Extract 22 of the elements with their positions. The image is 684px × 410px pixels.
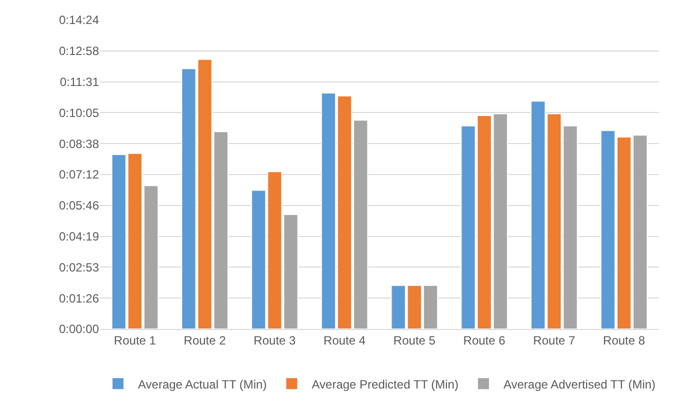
x-tick-label: Route 5 [393, 333, 436, 348]
y-tick-label: 0:05:46 [58, 198, 100, 213]
x-tick-label: Route 4 [324, 333, 366, 348]
y-tick-label: 0:00:00 [58, 322, 100, 336]
x-tick-label: Route 7 [533, 333, 576, 348]
x-tick-label: Route 8 [603, 333, 646, 348]
y-tick-label: 0:11:31 [60, 75, 100, 89]
y-tick-label: 0:02:53 [58, 260, 100, 274]
y-tick-label: 0:07:12 [58, 168, 100, 182]
x-tick-label: Route 6 [463, 333, 506, 348]
y-tick-label: 0:04:19 [58, 230, 100, 244]
y-tick-label: 0:10:05 [58, 106, 100, 120]
legend-label: Average Predicted TT (Min) [312, 377, 458, 392]
x-tick-label: Route 3 [254, 333, 296, 348]
legend-label: Average Actual TT (Min) [138, 377, 267, 392]
y-tick-label: 0:14:24 [58, 13, 100, 28]
y-tick-label: 0:08:38 [58, 136, 100, 151]
y-tick-label: 0:12:58 [58, 44, 100, 58]
legend-label: Average Advertised TT (Min) [503, 377, 656, 392]
x-tick-label: Route 2 [184, 333, 226, 348]
x-tick-label: Route 1 [114, 333, 156, 348]
y-tick-label: 0:01:26 [58, 291, 100, 306]
